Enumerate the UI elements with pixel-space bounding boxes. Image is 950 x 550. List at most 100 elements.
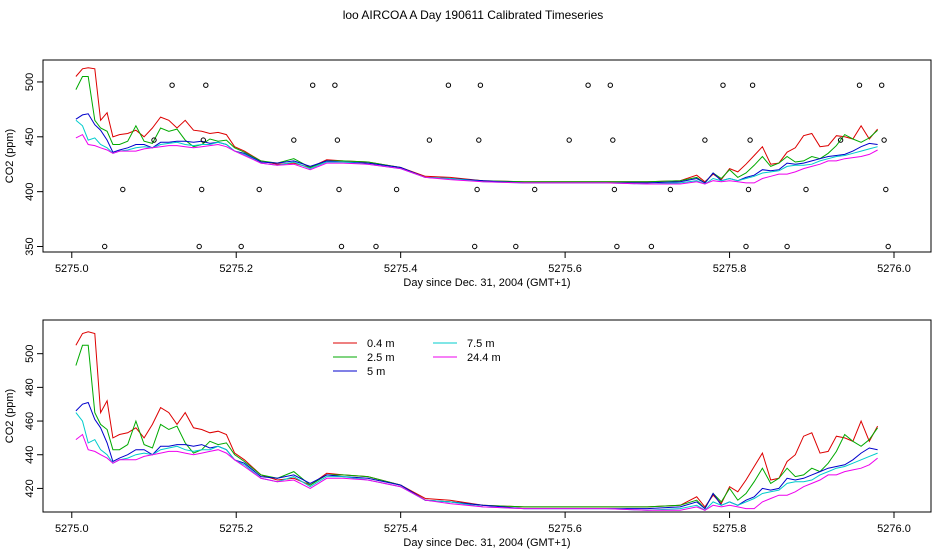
top-points-layer xyxy=(102,82,891,250)
bottom-x-axis-label: Day since Dec. 31, 2004 (GMT+1) xyxy=(403,537,570,549)
top-series-line-s5 xyxy=(75,113,878,184)
bottom-series-layer xyxy=(75,331,879,511)
calibration-point xyxy=(532,186,538,193)
calibration-point xyxy=(332,82,338,88)
bottom-x-tick-label: 5276.0 xyxy=(877,523,911,535)
legend-label: 7.5 m xyxy=(467,338,495,350)
top-y-tick-label: 450 xyxy=(24,128,36,146)
calibration-point xyxy=(200,137,207,143)
calibration-point xyxy=(837,137,844,143)
bottom-y-axis: 420 440 460 480 500 xyxy=(24,345,43,498)
calibration-point xyxy=(610,137,616,143)
calibration-point xyxy=(238,243,244,250)
bottom-y-tick-label: 420 xyxy=(24,479,36,497)
calibration-point xyxy=(702,137,708,143)
bottom-y-tick-label: 500 xyxy=(24,345,36,363)
legend: 0.4 m 7.5 m 2.5 m 24.4 m 5 m xyxy=(333,338,501,378)
calibration-point xyxy=(513,243,519,250)
calibration-point xyxy=(614,243,620,250)
calibration-point xyxy=(745,186,752,193)
bottom-y-tick-label: 480 xyxy=(24,378,36,396)
calibration-point xyxy=(881,137,887,143)
bottom-series-line-s04 xyxy=(75,331,879,508)
calibration-point xyxy=(151,137,157,143)
calibration-point xyxy=(336,186,342,193)
legend-label: 2.5 m xyxy=(367,352,395,364)
bottom-x-tick-label: 5275.6 xyxy=(548,523,582,535)
bottom-x-tick-label: 5275.2 xyxy=(219,523,253,535)
bottom-series-line-s5 xyxy=(75,401,878,510)
bottom-y-axis-label: CO2 (ppm) xyxy=(4,389,16,443)
calibration-point xyxy=(373,243,379,250)
legend-label: 0.4 m xyxy=(367,338,395,350)
bottom-x-axis: 5275.0 5275.2 5275.4 5275.6 5275.8 5276.0 xyxy=(55,512,911,535)
calibration-point xyxy=(474,186,480,193)
bottom-y-tick-label: 460 xyxy=(24,412,36,430)
calibration-point xyxy=(585,82,591,88)
top-x-tick-label: 5275.2 xyxy=(219,263,253,275)
bottom-series-line-s244 xyxy=(75,433,878,511)
calibration-point xyxy=(720,82,726,88)
calibration-point xyxy=(256,186,262,193)
top-y-tick-label: 400 xyxy=(24,182,36,200)
calibration-point xyxy=(102,243,108,250)
calibration-point xyxy=(784,243,790,250)
calibration-point xyxy=(667,186,674,193)
top-x-tick-label: 5275.4 xyxy=(384,263,418,275)
bottom-series-line-s25 xyxy=(75,344,879,510)
calibration-point xyxy=(749,82,756,88)
calibration-point xyxy=(566,137,572,143)
top-x-tick-label: 5275.6 xyxy=(548,263,582,275)
calibration-point xyxy=(476,137,482,143)
calibration-point xyxy=(120,186,126,193)
top-y-tick-label: 350 xyxy=(24,237,36,255)
calibration-point xyxy=(472,243,478,250)
bottom-y-tick-label: 440 xyxy=(24,446,36,464)
calibration-point xyxy=(334,137,341,143)
bottom-x-tick-label: 5275.4 xyxy=(384,523,418,535)
calibration-point xyxy=(426,137,433,143)
calibration-point xyxy=(885,243,891,250)
calibration-point xyxy=(648,243,655,250)
calibration-point xyxy=(310,82,316,88)
top-y-axis-label: CO2 (ppm) xyxy=(4,129,16,183)
calibration-point xyxy=(803,186,809,193)
top-series-line-s04 xyxy=(75,67,878,183)
calibration-point xyxy=(611,186,618,193)
top-series-line-s25 xyxy=(75,76,878,184)
calibration-point xyxy=(747,137,753,143)
top-x-tick-label: 5275.0 xyxy=(55,263,89,275)
top-series-layer xyxy=(75,67,878,185)
calibration-point xyxy=(879,82,885,88)
calibration-point xyxy=(169,82,175,88)
legend-label: 24.4 m xyxy=(467,352,501,364)
top-y-axis: 350 400 450 500 xyxy=(24,73,43,256)
top-y-tick-label: 500 xyxy=(24,73,36,91)
calibration-point xyxy=(445,82,452,88)
top-plot-frame xyxy=(42,59,932,253)
bottom-plot-frame xyxy=(42,319,932,513)
bottom-x-tick-label: 5275.0 xyxy=(55,523,89,535)
calibration-point xyxy=(607,82,613,88)
legend-label: 5 m xyxy=(367,366,385,378)
top-x-axis-label: Day since Dec. 31, 2004 (GMT+1) xyxy=(403,277,570,289)
top-x-tick-label: 5275.8 xyxy=(713,263,747,275)
calibration-point xyxy=(477,82,484,88)
calibration-point xyxy=(338,243,345,250)
top-chart-panel: 5275.0 5275.2 5275.4 5275.6 5275.8 5276.0 350… xyxy=(4,59,932,289)
calibration-point xyxy=(856,82,863,88)
calibration-point xyxy=(883,186,889,193)
figure-title: loo AIRCOA A Day 190611 Calibrated Times… xyxy=(343,8,604,22)
calibration-point xyxy=(393,186,400,193)
calibration-point xyxy=(199,186,205,193)
bottom-chart-panel: 5275.0 5275.2 5275.4 5275.6 5275.8 5276.0 420… xyxy=(4,319,932,549)
calibration-point xyxy=(203,82,209,88)
top-series-line-s244 xyxy=(75,133,878,185)
bottom-x-tick-label: 5275.8 xyxy=(713,523,747,535)
calibration-point xyxy=(196,243,202,250)
calibration-point xyxy=(743,243,749,250)
calibration-point xyxy=(291,137,297,143)
top-x-axis: 5275.0 5275.2 5275.4 5275.6 5275.8 5276.0 xyxy=(55,252,911,275)
top-x-tick-label: 5276.0 xyxy=(877,263,911,275)
